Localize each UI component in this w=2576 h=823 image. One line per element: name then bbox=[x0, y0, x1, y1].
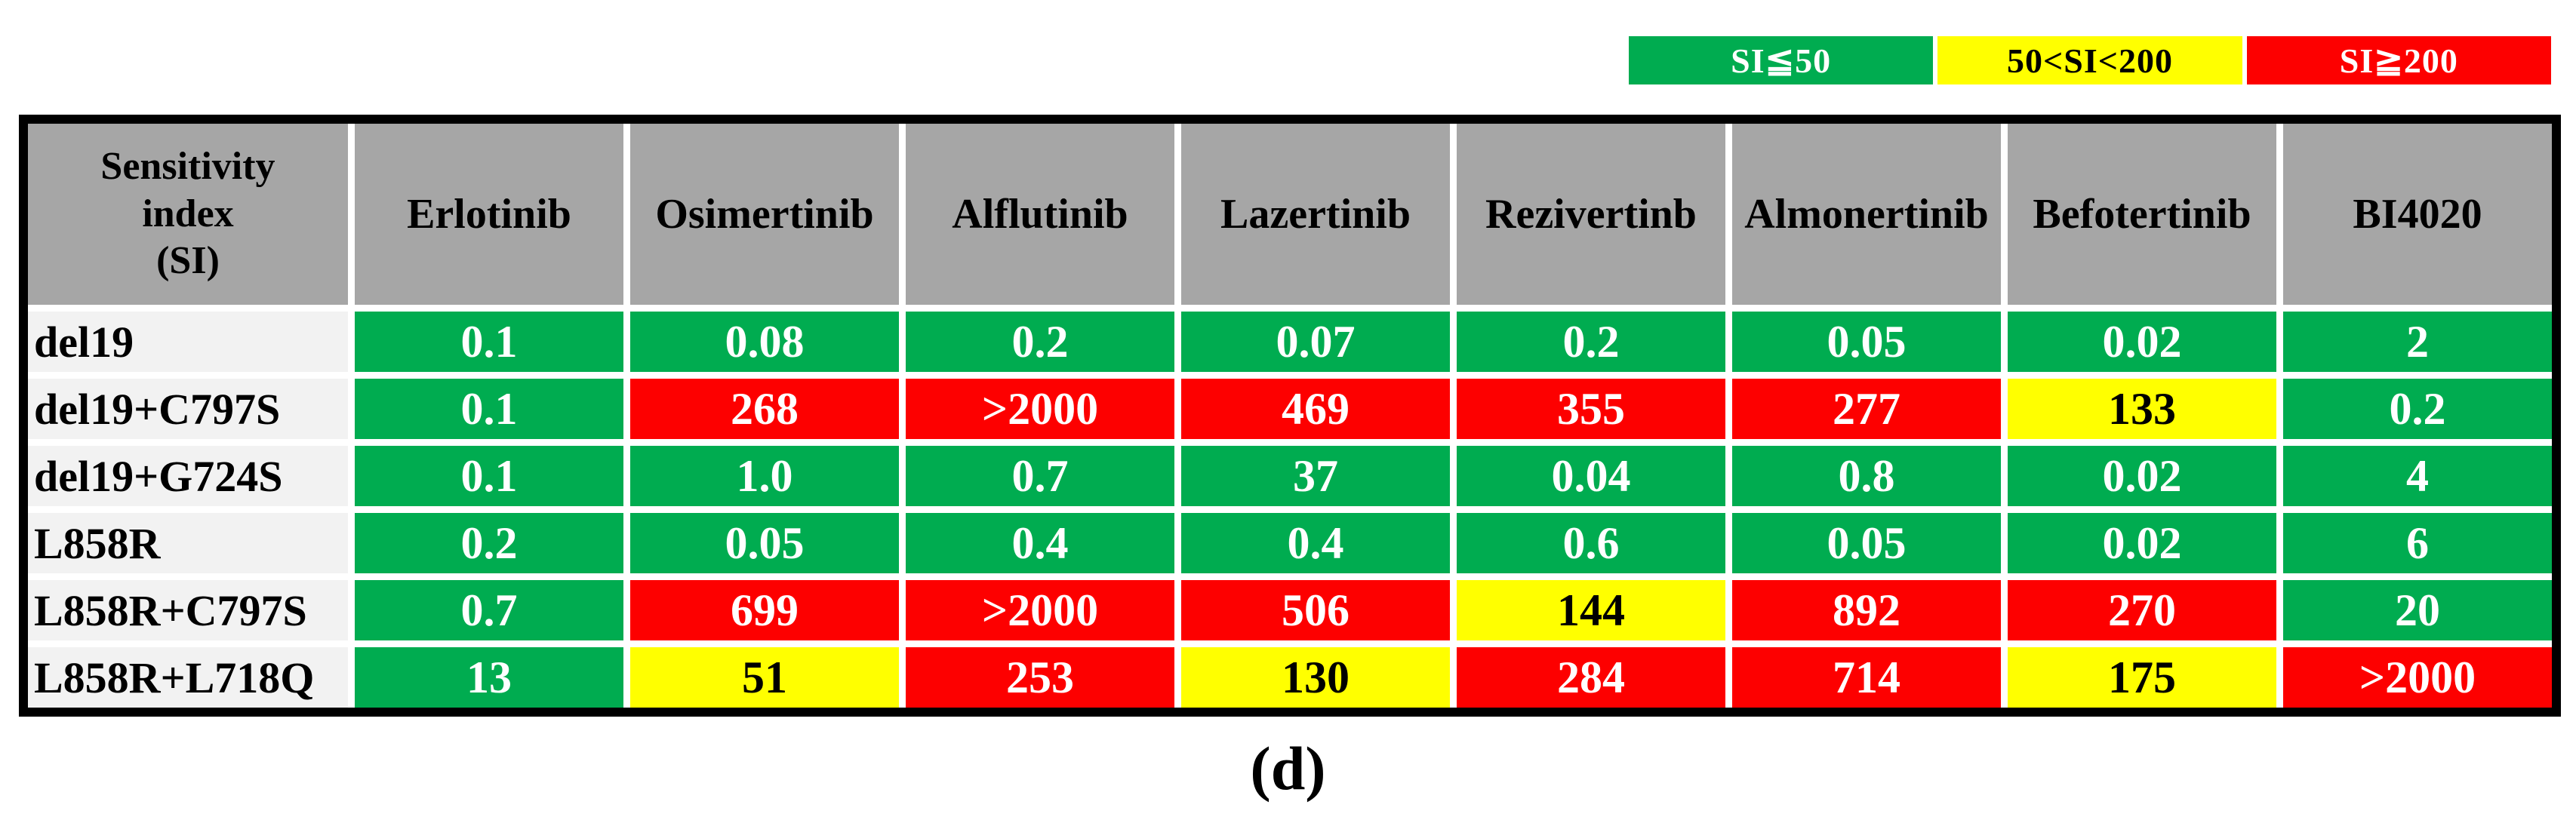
cell-l858r-l718q-almonertinib: 714 bbox=[1732, 647, 2001, 708]
cell-l858r-lazertinib: 0.4 bbox=[1181, 513, 1450, 573]
cell-del19-g724s-rezivertinb: 0.04 bbox=[1457, 446, 1725, 506]
cell-del19-g724s-alflutinib: 0.7 bbox=[906, 446, 1174, 506]
cell-del19-g724s-osimertinib: 1.0 bbox=[630, 446, 899, 506]
cell-del19-g724s-befotertinib: 0.02 bbox=[2008, 446, 2276, 506]
cell-l858r-c797s-bi4020: 20 bbox=[2283, 580, 2552, 640]
cell-l858r-c797s-rezivertinb: 144 bbox=[1457, 580, 1725, 640]
cell-l858r-l718q-lazertinib: 130 bbox=[1181, 647, 1450, 708]
cell-del19-befotertinib: 0.02 bbox=[2008, 312, 2276, 372]
panel-caption: (d) bbox=[1250, 734, 1326, 803]
cell-del19-g724s-erlotinib: 0.1 bbox=[355, 446, 623, 506]
legend-si-between-50-200: 50<SI<200 bbox=[1937, 36, 2242, 84]
cell-l858r-almonertinib: 0.05 bbox=[1732, 513, 2001, 573]
header-osimertinib: Osimertinib bbox=[630, 124, 899, 305]
cell-l858r-l718q-bi4020: >2000 bbox=[2283, 647, 2552, 708]
cell-del19-bi4020: 2 bbox=[2283, 312, 2552, 372]
cell-l858r-befotertinib: 0.02 bbox=[2008, 513, 2276, 573]
cell-del19-alflutinib: 0.2 bbox=[906, 312, 1174, 372]
cell-del19-c797s-alflutinib: >2000 bbox=[906, 379, 1174, 439]
cell-l858r-c797s-erlotinib: 0.7 bbox=[355, 580, 623, 640]
cell-del19-c797s-befotertinib: 133 bbox=[2008, 379, 2276, 439]
legend-si-le-50: SI≦50 bbox=[1629, 36, 1934, 84]
legend-si-between-50-200-label: 50<SI<200 bbox=[2007, 41, 2173, 80]
cell-l858r-c797s-lazertinib: 506 bbox=[1181, 580, 1450, 640]
header-sensitivity-index-line: index bbox=[142, 192, 234, 235]
cell-l858r-bi4020: 6 bbox=[2283, 513, 2552, 573]
cell-del19-c797s-almonertinib: 277 bbox=[1732, 379, 2001, 439]
cell-del19-c797s-rezivertinb: 355 bbox=[1457, 379, 1725, 439]
si-color-legend: SI≦50 50<SI<200 SI≧200 bbox=[1629, 36, 2551, 84]
cell-l858r-l718q-befotertinib: 175 bbox=[2008, 647, 2276, 708]
cell-del19-almonertinib: 0.05 bbox=[1732, 312, 2001, 372]
cell-l858r-c797s-almonertinib: 892 bbox=[1732, 580, 2001, 640]
legend-si-le-50-label: SI≦50 bbox=[1731, 41, 1832, 80]
cell-del19-g724s-lazertinib: 37 bbox=[1181, 446, 1450, 506]
cell-l858r-osimertinib: 0.05 bbox=[630, 513, 899, 573]
header-bi4020: BI4020 bbox=[2283, 124, 2552, 305]
header-befotertinib: Befotertinib bbox=[2008, 124, 2276, 305]
cell-l858r-alflutinib: 0.4 bbox=[906, 513, 1174, 573]
cell-del19-rezivertinb: 0.2 bbox=[1457, 312, 1725, 372]
cell-del19-c797s-erlotinib: 0.1 bbox=[355, 379, 623, 439]
header-sensitivity-index-line: Sensitivity bbox=[100, 145, 275, 189]
header-almonertinib: Almonertinib bbox=[1732, 124, 2001, 305]
cell-del19-g724s-bi4020: 4 bbox=[2283, 446, 2552, 506]
sensitivity-index-table: Sensitivity index (SI) Erlotinib Osimertinib… bbox=[19, 115, 2561, 717]
cell-del19-c797s-lazertinib: 469 bbox=[1181, 379, 1450, 439]
cell-del19-c797s-bi4020: 0.2 bbox=[2283, 379, 2552, 439]
header-lazertinib: Lazertinib bbox=[1181, 124, 1450, 305]
row-label-del19-g724s: del19+G724S bbox=[28, 446, 348, 506]
header-sensitivity-index: Sensitivity index (SI) bbox=[28, 124, 348, 305]
cell-del19-lazertinib: 0.07 bbox=[1181, 312, 1450, 372]
cell-l858r-c797s-osimertinib: 699 bbox=[630, 580, 899, 640]
cell-l858r-rezivertinb: 0.6 bbox=[1457, 513, 1725, 573]
cell-del19-osimertinib: 0.08 bbox=[630, 312, 899, 372]
row-label-l858r-l718q: L858R+L718Q bbox=[28, 647, 348, 708]
header-rezivertinb: Rezivertinb bbox=[1457, 124, 1725, 305]
cell-l858r-l718q-rezivertinb: 284 bbox=[1457, 647, 1725, 708]
row-label-l858r: L858R bbox=[28, 513, 348, 573]
header-erlotinib: Erlotinib bbox=[355, 124, 623, 305]
legend-si-ge-200: SI≧200 bbox=[2246, 36, 2551, 84]
row-label-del19-c797s: del19+C797S bbox=[28, 379, 348, 439]
cell-l858r-l718q-osimertinib: 51 bbox=[630, 647, 899, 708]
legend-si-ge-200-label: SI≧200 bbox=[2339, 41, 2458, 80]
cell-l858r-c797s-befotertinib: 270 bbox=[2008, 580, 2276, 640]
cell-del19-erlotinib: 0.1 bbox=[355, 312, 623, 372]
header-alflutinib: Alflutinib bbox=[906, 124, 1174, 305]
cell-l858r-l718q-alflutinib: 253 bbox=[906, 647, 1174, 708]
cell-l858r-l718q-erlotinib: 13 bbox=[355, 647, 623, 708]
cell-l858r-c797s-alflutinib: >2000 bbox=[906, 580, 1174, 640]
cell-l858r-erlotinib: 0.2 bbox=[355, 513, 623, 573]
cell-del19-g724s-almonertinib: 0.8 bbox=[1732, 446, 2001, 506]
row-label-del19: del19 bbox=[28, 312, 348, 372]
cell-del19-c797s-osimertinib: 268 bbox=[630, 379, 899, 439]
row-label-l858r-c797s: L858R+C797S bbox=[28, 580, 348, 640]
header-sensitivity-index-line: (SI) bbox=[156, 239, 220, 283]
